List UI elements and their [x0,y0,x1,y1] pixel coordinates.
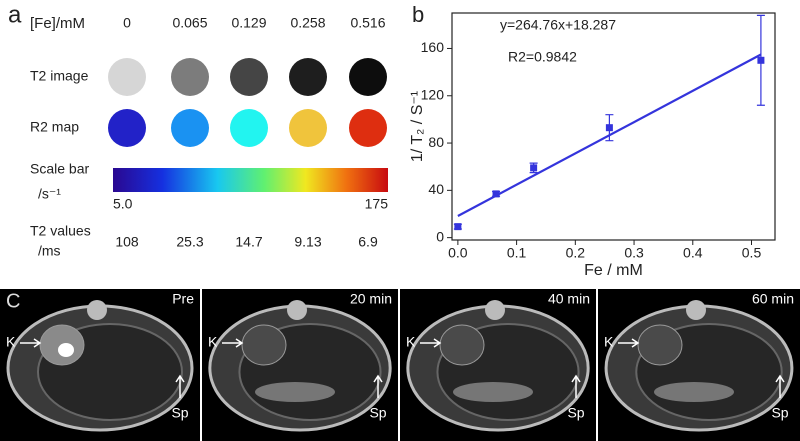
x-tick-label: 0.4 [683,245,703,261]
plot-frame [451,12,776,241]
t2-value: 108 [115,234,139,250]
time-label: 20 min [350,291,392,307]
r2-circle [289,109,327,147]
kidney [439,324,485,366]
fit-r2: R2=0.9842 [508,49,577,65]
x-axis-label: Fe / mM [584,262,643,279]
r2-circle [108,109,146,147]
y-tick-label: 120 [421,86,445,102]
point [530,164,538,172]
row-label: R2 map [30,119,79,135]
concentration: 0.129 [231,15,266,31]
time-label: 60 min [752,291,794,307]
kidney-arrow [618,338,640,348]
spleen-label: Sp [369,405,386,421]
t2-value: 9.13 [294,234,321,250]
separator [398,289,400,441]
separator [596,289,598,441]
scale-min: 5.0 [113,196,133,212]
r2-circle [171,109,209,147]
x-tick-label: 0.0 [448,245,468,261]
bright-spot [58,343,74,357]
kidney-label: K [604,334,614,350]
spleen-arrow [571,374,581,398]
y-tick-label: 80 [428,134,444,150]
spine [485,300,505,320]
t2-circle [289,58,327,96]
point [757,56,765,64]
concentration: 0.258 [290,15,325,31]
row-label: Scale bar [30,161,89,177]
scale-max: 175 [365,196,389,212]
t2-value: 25.3 [176,234,203,250]
time-label: Pre [172,291,194,307]
y-tick-label: 160 [421,39,445,55]
spleen-arrow [175,374,185,398]
kidney-label: K [6,334,16,350]
kidney [241,324,287,366]
row-label: [Fe]/mM [30,15,85,32]
enhancement [453,382,533,402]
kidney-label: K [208,334,218,350]
x-tick-label: 0.2 [566,245,586,261]
kidney-arrow [420,338,442,348]
x-tick-label: 0.3 [624,245,644,261]
t2-circle [108,58,146,96]
x-tick-label: 0.1 [507,245,527,261]
t2-value: 6.9 [358,234,378,250]
y-tick-label: 40 [428,181,444,197]
spine [686,300,706,320]
enhancement [654,382,734,402]
separator [200,289,202,441]
y-axis-label: 1/ T₂ / S⁻¹ [409,91,426,162]
concentration: 0 [123,15,131,31]
r2-circle [230,109,268,147]
t2-circle [349,58,387,96]
panel-label: a [8,1,22,28]
concentration: 0.065 [172,15,207,31]
spine [287,300,307,320]
kidney-label: K [406,334,416,350]
y-tick-label: 0 [436,228,444,244]
x-tick-label: 0.5 [742,245,762,261]
concentration: 0.516 [350,15,385,31]
row-label: T2 values [30,223,91,239]
panel-label: C [6,290,20,312]
spleen-arrow [775,374,785,398]
spleen-label: Sp [771,405,788,421]
spleen-arrow [373,374,383,398]
kidney-arrow [20,338,42,348]
scale-bar [113,168,388,192]
spine [87,300,107,320]
t2-circle [230,58,268,96]
enhancement [255,382,335,402]
fit-equation: y=264.76x+18.287 [500,17,616,33]
r2-circle [349,109,387,147]
t2-value: 14.7 [235,234,262,250]
panel-label: b [412,2,424,27]
spleen-label: Sp [171,405,188,421]
point [454,223,462,231]
point [492,190,500,198]
kidney-arrow [222,338,244,348]
time-label: 40 min [548,291,590,307]
t2-circle [171,58,209,96]
row-label: /ms [38,243,61,259]
row-label: T2 image [30,68,89,84]
point [605,124,613,132]
kidney [637,324,683,366]
row-label: /s⁻¹ [38,186,61,202]
spleen-label: Sp [567,405,584,421]
